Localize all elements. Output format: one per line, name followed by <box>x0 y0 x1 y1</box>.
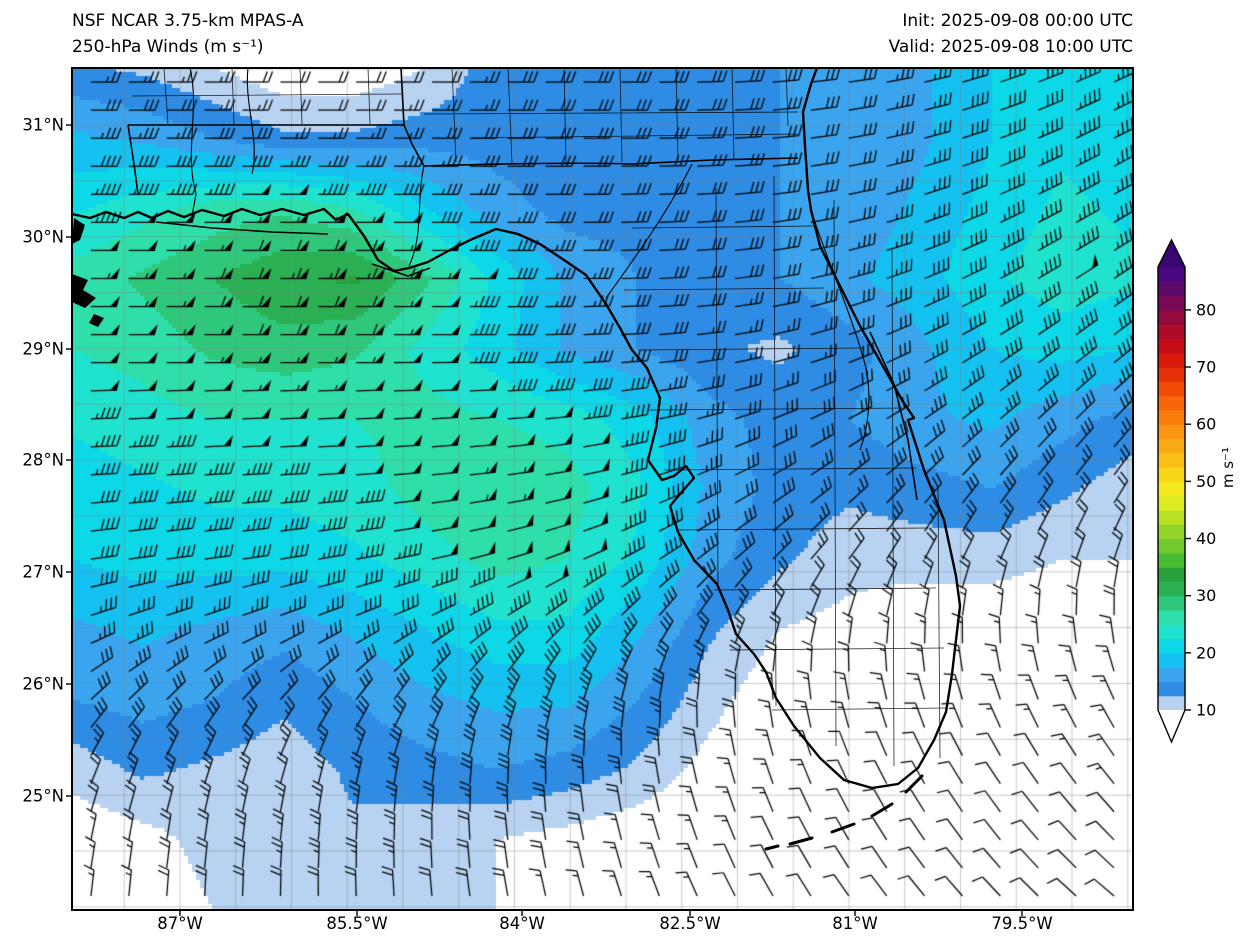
lon-tick-label: 85.5°W <box>326 914 388 933</box>
colorbar-band <box>1158 495 1185 511</box>
lon-axis: 87°W 85.5°W 84°W 82.5°W 81°W 79.5°W <box>0 914 1253 940</box>
colorbar-band <box>1158 609 1185 625</box>
colorbar-band <box>1158 395 1185 411</box>
barrier-islands-path <box>155 221 918 501</box>
colorbar-band <box>1158 467 1185 482</box>
colorbar-over-arrow <box>1158 240 1185 267</box>
lat-tick-label: 25°N <box>22 786 64 806</box>
lon-tick-label: 87°W <box>157 914 203 933</box>
colorbar-tick-label: 50 <box>1196 472 1216 491</box>
colorbar-band <box>1158 267 1185 282</box>
colorbar-band <box>1158 324 1185 340</box>
colorbar-band <box>1158 524 1185 540</box>
plot-title-line2: 250-hPa Winds (m s⁻¹) <box>72 37 264 57</box>
lon-tick-label: 81°W <box>832 914 878 933</box>
colorbar-band <box>1158 338 1185 354</box>
colorbar-tick-label: 40 <box>1196 529 1216 548</box>
colorbar-outline <box>1157 238 1186 744</box>
valid-time: Valid: 2025-09-08 10:00 UTC <box>888 37 1133 57</box>
plot-title-line1: NSF NCAR 3.75-km MPAS-A <box>72 11 304 31</box>
colorbar-band <box>1158 481 1185 497</box>
colorbar-band <box>1158 438 1185 454</box>
colorbar-under-arrow <box>1158 710 1185 742</box>
lat-tick-label: 28°N <box>22 450 64 470</box>
lat-tick-label: 30°N <box>22 227 64 247</box>
colorbar-band <box>1158 367 1185 382</box>
lat-tick-label: 27°N <box>22 562 64 582</box>
colorbar-band <box>1158 567 1185 582</box>
coastal-marsh-blobs <box>72 218 104 327</box>
colorbar-band <box>1158 452 1185 468</box>
colorbar-band <box>1158 424 1185 440</box>
lat-tick-label: 29°N <box>22 339 64 359</box>
county-borders-georgia-path <box>131 68 799 164</box>
timestamp-block: Init: 2025-09-08 00:00 UTC Valid: 2025-0… <box>889 8 1133 60</box>
colorbar-band <box>1158 538 1185 554</box>
colorbar-band <box>1158 695 1185 711</box>
colorbar-unit-label: m s⁻¹ <box>1219 447 1237 489</box>
colorbar-band <box>1158 667 1185 683</box>
lon-tick-label: 82.5°W <box>659 914 721 933</box>
lat-tick-label: 31°N <box>22 115 64 135</box>
lon-tick-label: 84°W <box>499 914 545 933</box>
colorbar-tick-label: 10 <box>1196 701 1216 720</box>
colorbar-tick-label: 70 <box>1196 358 1216 377</box>
colorbar-band <box>1158 581 1185 597</box>
colorbar-band <box>1158 381 1185 397</box>
colorbar-band <box>1158 681 1185 697</box>
map-panel <box>72 68 1133 910</box>
colorbar-band <box>1158 552 1185 568</box>
colorbar-band <box>1158 652 1185 668</box>
plot-title-block: NSF NCAR 3.75-km MPAS-A 250-hPa Winds (m… <box>72 8 304 60</box>
colorbar-band <box>1158 624 1185 640</box>
lat-tick-label: 26°N <box>22 674 64 694</box>
colorbar-band <box>1158 352 1185 368</box>
lon-tick-label: 79.5°W <box>991 914 1053 933</box>
colorbar-tick-label: 30 <box>1196 586 1216 605</box>
colorbar-band <box>1158 595 1185 611</box>
colorbar-band <box>1158 409 1185 425</box>
florida-keys-path <box>764 774 924 851</box>
state-borders-path <box>127 68 799 195</box>
colorbar-tick-label: 60 <box>1196 415 1216 434</box>
colorbar-band <box>1158 509 1185 525</box>
colorbar-band <box>1158 295 1185 311</box>
colorbar-band <box>1158 281 1185 297</box>
colorbar-band <box>1158 309 1185 325</box>
county-borders-florida-path <box>623 175 947 767</box>
colorbar-band <box>1158 638 1185 654</box>
lat-axis: 31°N 30°N 29°N 28°N 27°N 26°N 25°N <box>0 0 64 951</box>
init-time: Init: 2025-09-08 00:00 UTC <box>902 11 1133 31</box>
geography-overlay <box>72 68 962 851</box>
colorbar-tick-label: 20 <box>1196 643 1216 662</box>
coastline-path <box>72 68 962 790</box>
colorbar-tick-label: 80 <box>1196 300 1216 319</box>
